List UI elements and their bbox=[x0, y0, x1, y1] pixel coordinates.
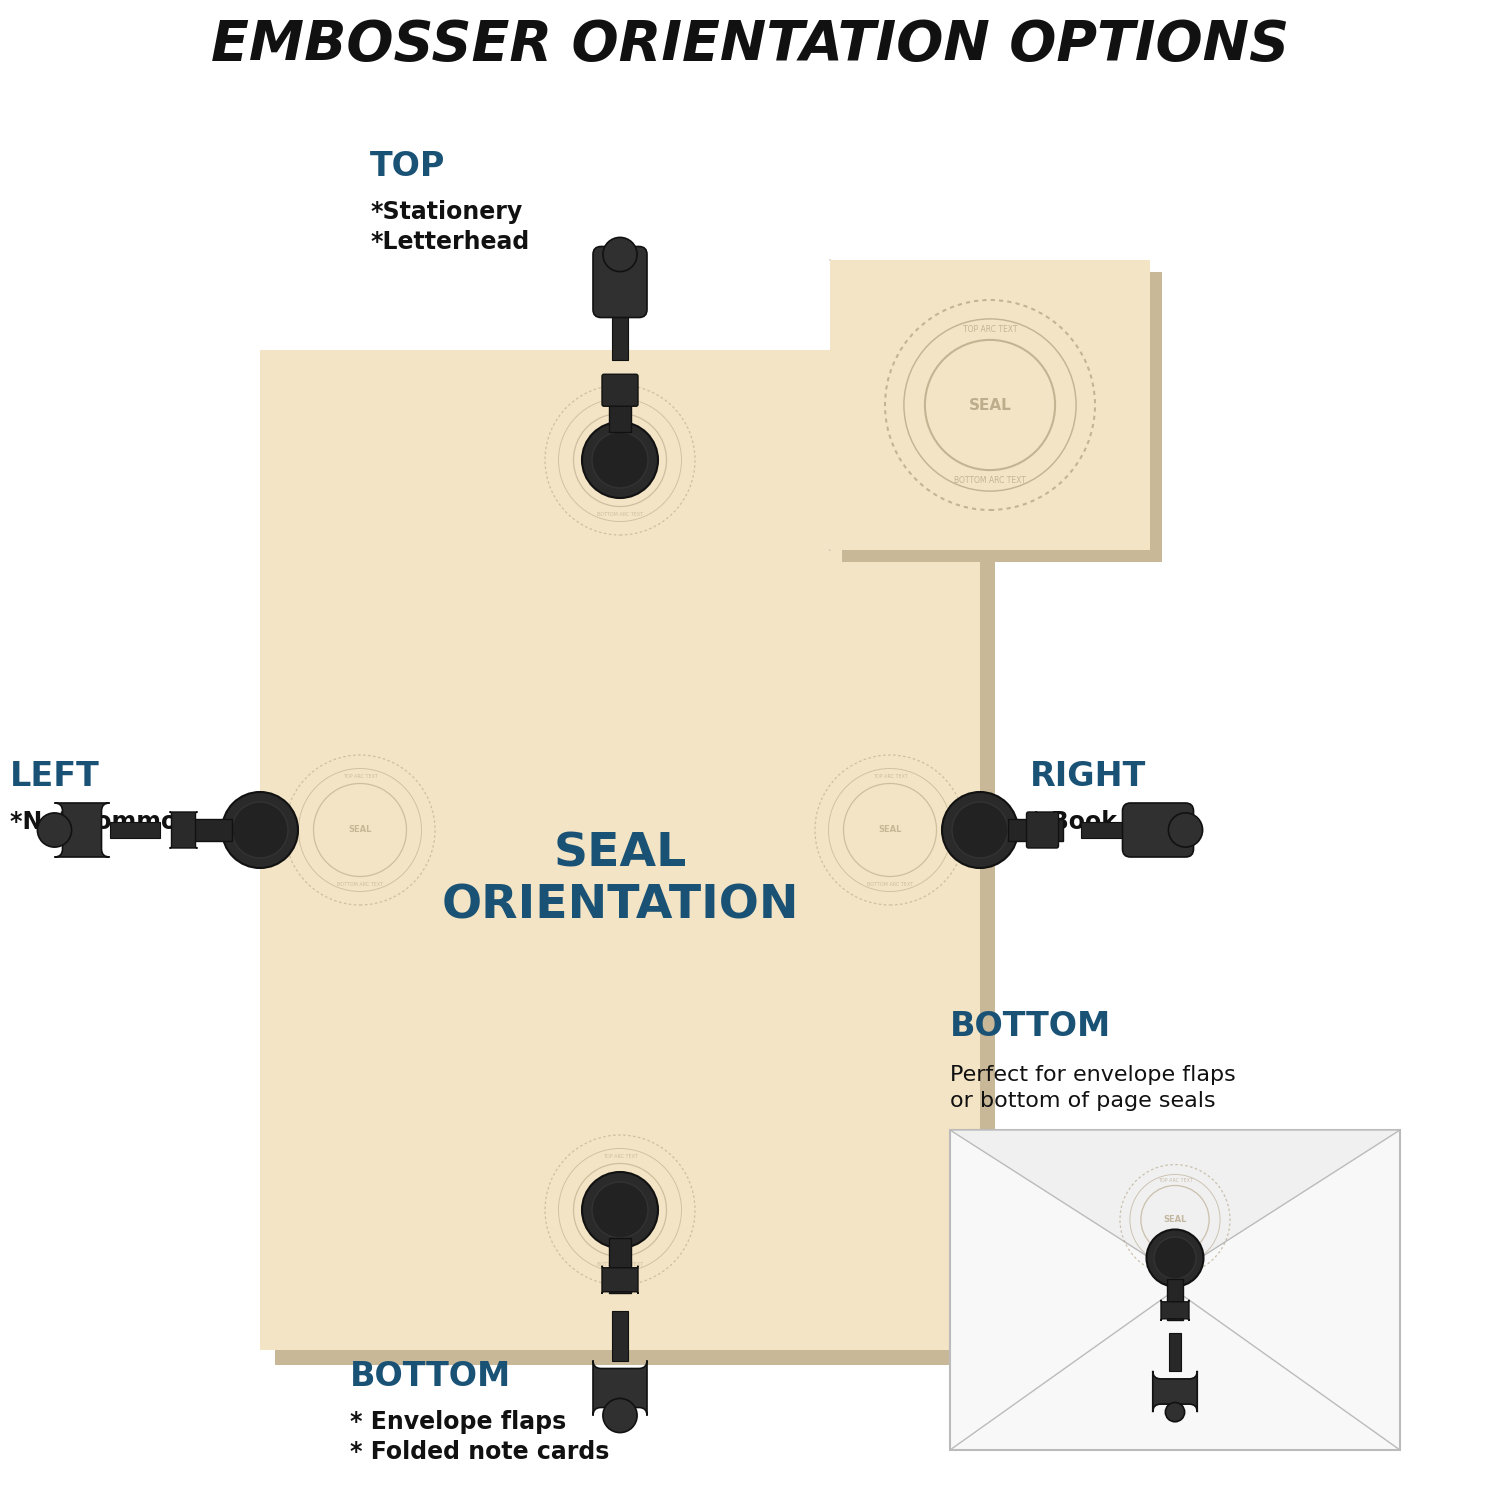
Circle shape bbox=[1166, 1402, 1185, 1422]
Text: SEAL: SEAL bbox=[609, 456, 631, 465]
Circle shape bbox=[603, 1398, 638, 1432]
Text: BOTTOM ARC TEXT: BOTTOM ARC TEXT bbox=[1152, 1257, 1198, 1262]
Circle shape bbox=[582, 1172, 658, 1248]
Bar bbox=[609, 376, 631, 432]
Circle shape bbox=[1146, 1230, 1203, 1287]
Text: SEAL: SEAL bbox=[609, 1206, 631, 1215]
FancyBboxPatch shape bbox=[602, 375, 638, 406]
FancyBboxPatch shape bbox=[592, 246, 646, 318]
Text: SEAL: SEAL bbox=[879, 825, 902, 834]
Text: LEFT: LEFT bbox=[10, 760, 99, 794]
Text: *Stationery
*Letterhead: *Stationery *Letterhead bbox=[370, 200, 530, 254]
Bar bbox=[1080, 822, 1131, 839]
Text: SEAL: SEAL bbox=[969, 398, 1011, 412]
Text: TOP ARC TEXT: TOP ARC TEXT bbox=[1158, 1178, 1192, 1182]
Text: BOTTOM ARC TEXT: BOTTOM ARC TEXT bbox=[597, 1262, 644, 1266]
FancyBboxPatch shape bbox=[54, 802, 110, 856]
Bar bbox=[1167, 1280, 1184, 1320]
Text: TOP ARC TEXT: TOP ARC TEXT bbox=[963, 326, 1017, 334]
Bar bbox=[274, 364, 994, 1365]
Bar bbox=[260, 350, 980, 1350]
Bar bbox=[842, 272, 1162, 562]
Circle shape bbox=[1154, 1238, 1196, 1280]
Polygon shape bbox=[950, 1130, 1400, 1274]
Text: BOTTOM: BOTTOM bbox=[350, 1360, 512, 1394]
Bar bbox=[612, 1311, 628, 1360]
Text: TOP: TOP bbox=[370, 150, 446, 183]
Circle shape bbox=[1168, 813, 1203, 847]
FancyBboxPatch shape bbox=[1122, 802, 1194, 856]
Bar bbox=[950, 1130, 1400, 1450]
Circle shape bbox=[582, 422, 658, 498]
Bar bbox=[830, 260, 1150, 550]
Text: TOP ARC TEXT: TOP ARC TEXT bbox=[603, 1154, 638, 1158]
Circle shape bbox=[942, 792, 1019, 868]
Text: * Book page: * Book page bbox=[1030, 810, 1191, 834]
Text: SEAL
ORIENTATION: SEAL ORIENTATION bbox=[441, 831, 798, 928]
FancyBboxPatch shape bbox=[1026, 812, 1059, 847]
Text: SEAL: SEAL bbox=[1164, 1215, 1186, 1224]
Bar bbox=[177, 819, 232, 842]
FancyBboxPatch shape bbox=[602, 1266, 638, 1293]
Text: BOTTOM ARC TEXT: BOTTOM ARC TEXT bbox=[954, 476, 1026, 484]
FancyBboxPatch shape bbox=[170, 812, 198, 847]
FancyBboxPatch shape bbox=[592, 1360, 646, 1416]
Text: SEAL: SEAL bbox=[348, 825, 372, 834]
Text: RIGHT: RIGHT bbox=[1030, 760, 1146, 794]
Bar bbox=[1168, 1334, 1180, 1371]
Bar bbox=[110, 822, 159, 839]
Bar bbox=[609, 1238, 631, 1293]
Text: BOTTOM ARC TEXT: BOTTOM ARC TEXT bbox=[597, 512, 644, 516]
Text: TOP ARC TEXT: TOP ARC TEXT bbox=[342, 774, 378, 778]
Text: BOTTOM ARC TEXT: BOTTOM ARC TEXT bbox=[338, 882, 382, 886]
Text: TOP ARC TEXT: TOP ARC TEXT bbox=[603, 404, 638, 408]
FancyBboxPatch shape bbox=[1152, 1371, 1197, 1411]
Bar bbox=[612, 309, 628, 360]
Circle shape bbox=[592, 432, 648, 488]
Circle shape bbox=[952, 802, 1008, 858]
Text: TOP ARC TEXT: TOP ARC TEXT bbox=[873, 774, 907, 778]
Circle shape bbox=[232, 802, 288, 858]
Bar bbox=[1008, 819, 1064, 842]
FancyBboxPatch shape bbox=[1161, 1300, 1190, 1322]
Text: BOTTOM ARC TEXT: BOTTOM ARC TEXT bbox=[867, 882, 913, 886]
Text: BOTTOM: BOTTOM bbox=[950, 1010, 1112, 1042]
Circle shape bbox=[603, 237, 638, 272]
Text: EMBOSSER ORIENTATION OPTIONS: EMBOSSER ORIENTATION OPTIONS bbox=[211, 18, 1288, 72]
Circle shape bbox=[222, 792, 298, 868]
Text: * Envelope flaps
* Folded note cards: * Envelope flaps * Folded note cards bbox=[350, 1410, 609, 1464]
Text: *Not Common: *Not Common bbox=[10, 810, 194, 834]
Circle shape bbox=[592, 1182, 648, 1238]
Text: Perfect for envelope flaps
or bottom of page seals: Perfect for envelope flaps or bottom of … bbox=[950, 1065, 1236, 1112]
Circle shape bbox=[38, 813, 72, 847]
